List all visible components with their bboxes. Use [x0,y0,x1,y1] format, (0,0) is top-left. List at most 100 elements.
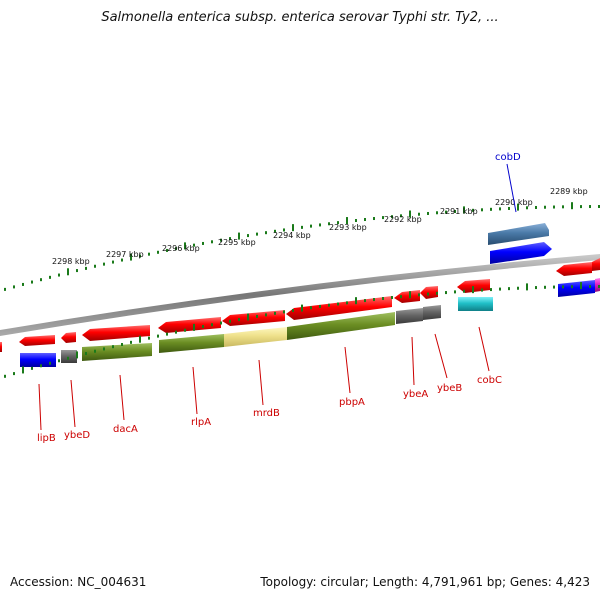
gene-block[interactable] [595,278,600,292]
lower-scale-ticks [4,282,600,378]
minor-tick [229,237,231,241]
gene-arrow[interactable] [490,242,552,264]
minor-tick [427,292,429,296]
minor-tick [373,298,375,302]
minor-tick [508,287,510,291]
scale-label: 2296 kbp [162,244,200,253]
major-tick [409,291,411,299]
gene-arrow[interactable] [394,290,420,303]
gene-block[interactable] [558,280,595,297]
major-tick [517,203,519,211]
minor-tick [328,303,330,307]
minor-tick [139,254,141,258]
minor-tick [265,313,267,317]
gene-labels: lipB ybeD dacA rlpA mrdB pbpA ybeA ybeB … [37,152,521,444]
minor-tick [553,285,555,289]
gene-arrow[interactable] [82,325,150,341]
minor-tick [67,356,69,360]
gene-block[interactable] [159,334,224,353]
gene-block[interactable] [287,312,395,340]
major-tick [472,286,474,294]
gene-label-rlpA[interactable]: rlpA [191,417,211,428]
major-tick [292,224,294,232]
minor-tick [472,208,474,212]
minor-tick [121,258,123,262]
minor-tick [22,282,24,286]
major-tick [580,282,582,290]
minor-tick [157,334,159,338]
minor-tick [463,289,465,293]
major-tick [346,217,348,225]
minor-tick [40,364,42,368]
minor-tick [13,372,15,376]
gene-arrow[interactable] [158,317,221,333]
gene-arrow[interactable] [61,332,76,343]
minor-tick [391,215,393,219]
gene-label-ybeB[interactable]: ybeB [437,383,462,394]
gene-block[interactable] [224,327,287,347]
minor-tick [121,342,123,346]
minor-tick [49,361,51,365]
minor-tick [301,225,303,229]
minor-tick [40,278,42,282]
major-tick [409,210,411,218]
minor-tick [508,206,510,210]
gene-block[interactable] [20,353,56,367]
minor-tick [58,359,60,363]
minor-tick [310,224,312,228]
minor-tick [193,243,195,247]
gene-arrow[interactable] [0,342,2,352]
gene-label-cobC[interactable]: cobC [477,375,502,386]
gene-block[interactable] [82,343,152,361]
minor-tick [238,318,240,322]
minor-tick [103,347,105,351]
gene-label-cobD[interactable]: cobD [495,152,521,163]
minor-tick [562,285,564,289]
scale-label: 2295 kbp [218,238,256,247]
minor-tick [202,241,204,245]
label-leaders [38,163,517,431]
scale-ticks [4,202,600,291]
minor-tick [526,206,528,210]
minor-tick [319,304,321,308]
gene-arrow[interactable] [420,286,438,299]
minor-tick [328,222,330,226]
minor-tick [535,286,537,290]
minor-tick [283,310,285,314]
gene-label-pbpA[interactable]: pbpA [339,397,365,408]
minor-tick [373,217,375,221]
minor-tick [337,302,339,306]
major-tick [355,297,357,305]
gene-label-dacA[interactable]: dacA [113,424,138,435]
gene-label-ybeA[interactable]: ybeA [403,389,428,400]
accession-text: Accession: NC_004631 [10,575,147,589]
minor-tick [94,264,96,268]
gene-block[interactable] [61,350,77,363]
minor-tick [148,336,150,340]
gene-arrow[interactable] [592,258,600,271]
minor-tick [400,214,402,218]
minor-tick [220,321,222,325]
minor-tick [481,288,483,292]
gene-label-ybeD[interactable]: ybeD [64,430,90,441]
minor-tick [391,296,393,300]
minor-tick [94,349,96,353]
minor-tick [319,223,321,227]
minor-tick [418,212,420,216]
gene-block[interactable] [458,297,493,311]
genome-summary-text: Topology: circular; Length: 4,791,961 bp… [260,575,590,589]
gene-block[interactable] [423,305,441,320]
gene-label-lipB[interactable]: lipB [37,433,56,444]
gene-label-mrdB[interactable]: mrdB [253,408,280,419]
gene-block[interactable] [488,223,549,245]
minor-tick [31,280,33,284]
gene-block[interactable] [396,308,423,324]
gene-arrow[interactable] [19,335,55,346]
minor-tick [445,291,447,295]
gene-arrow[interactable] [556,262,592,276]
minor-tick [256,314,258,318]
gene-arrow[interactable] [222,310,285,326]
minor-tick [481,208,483,212]
minor-tick [499,207,501,211]
